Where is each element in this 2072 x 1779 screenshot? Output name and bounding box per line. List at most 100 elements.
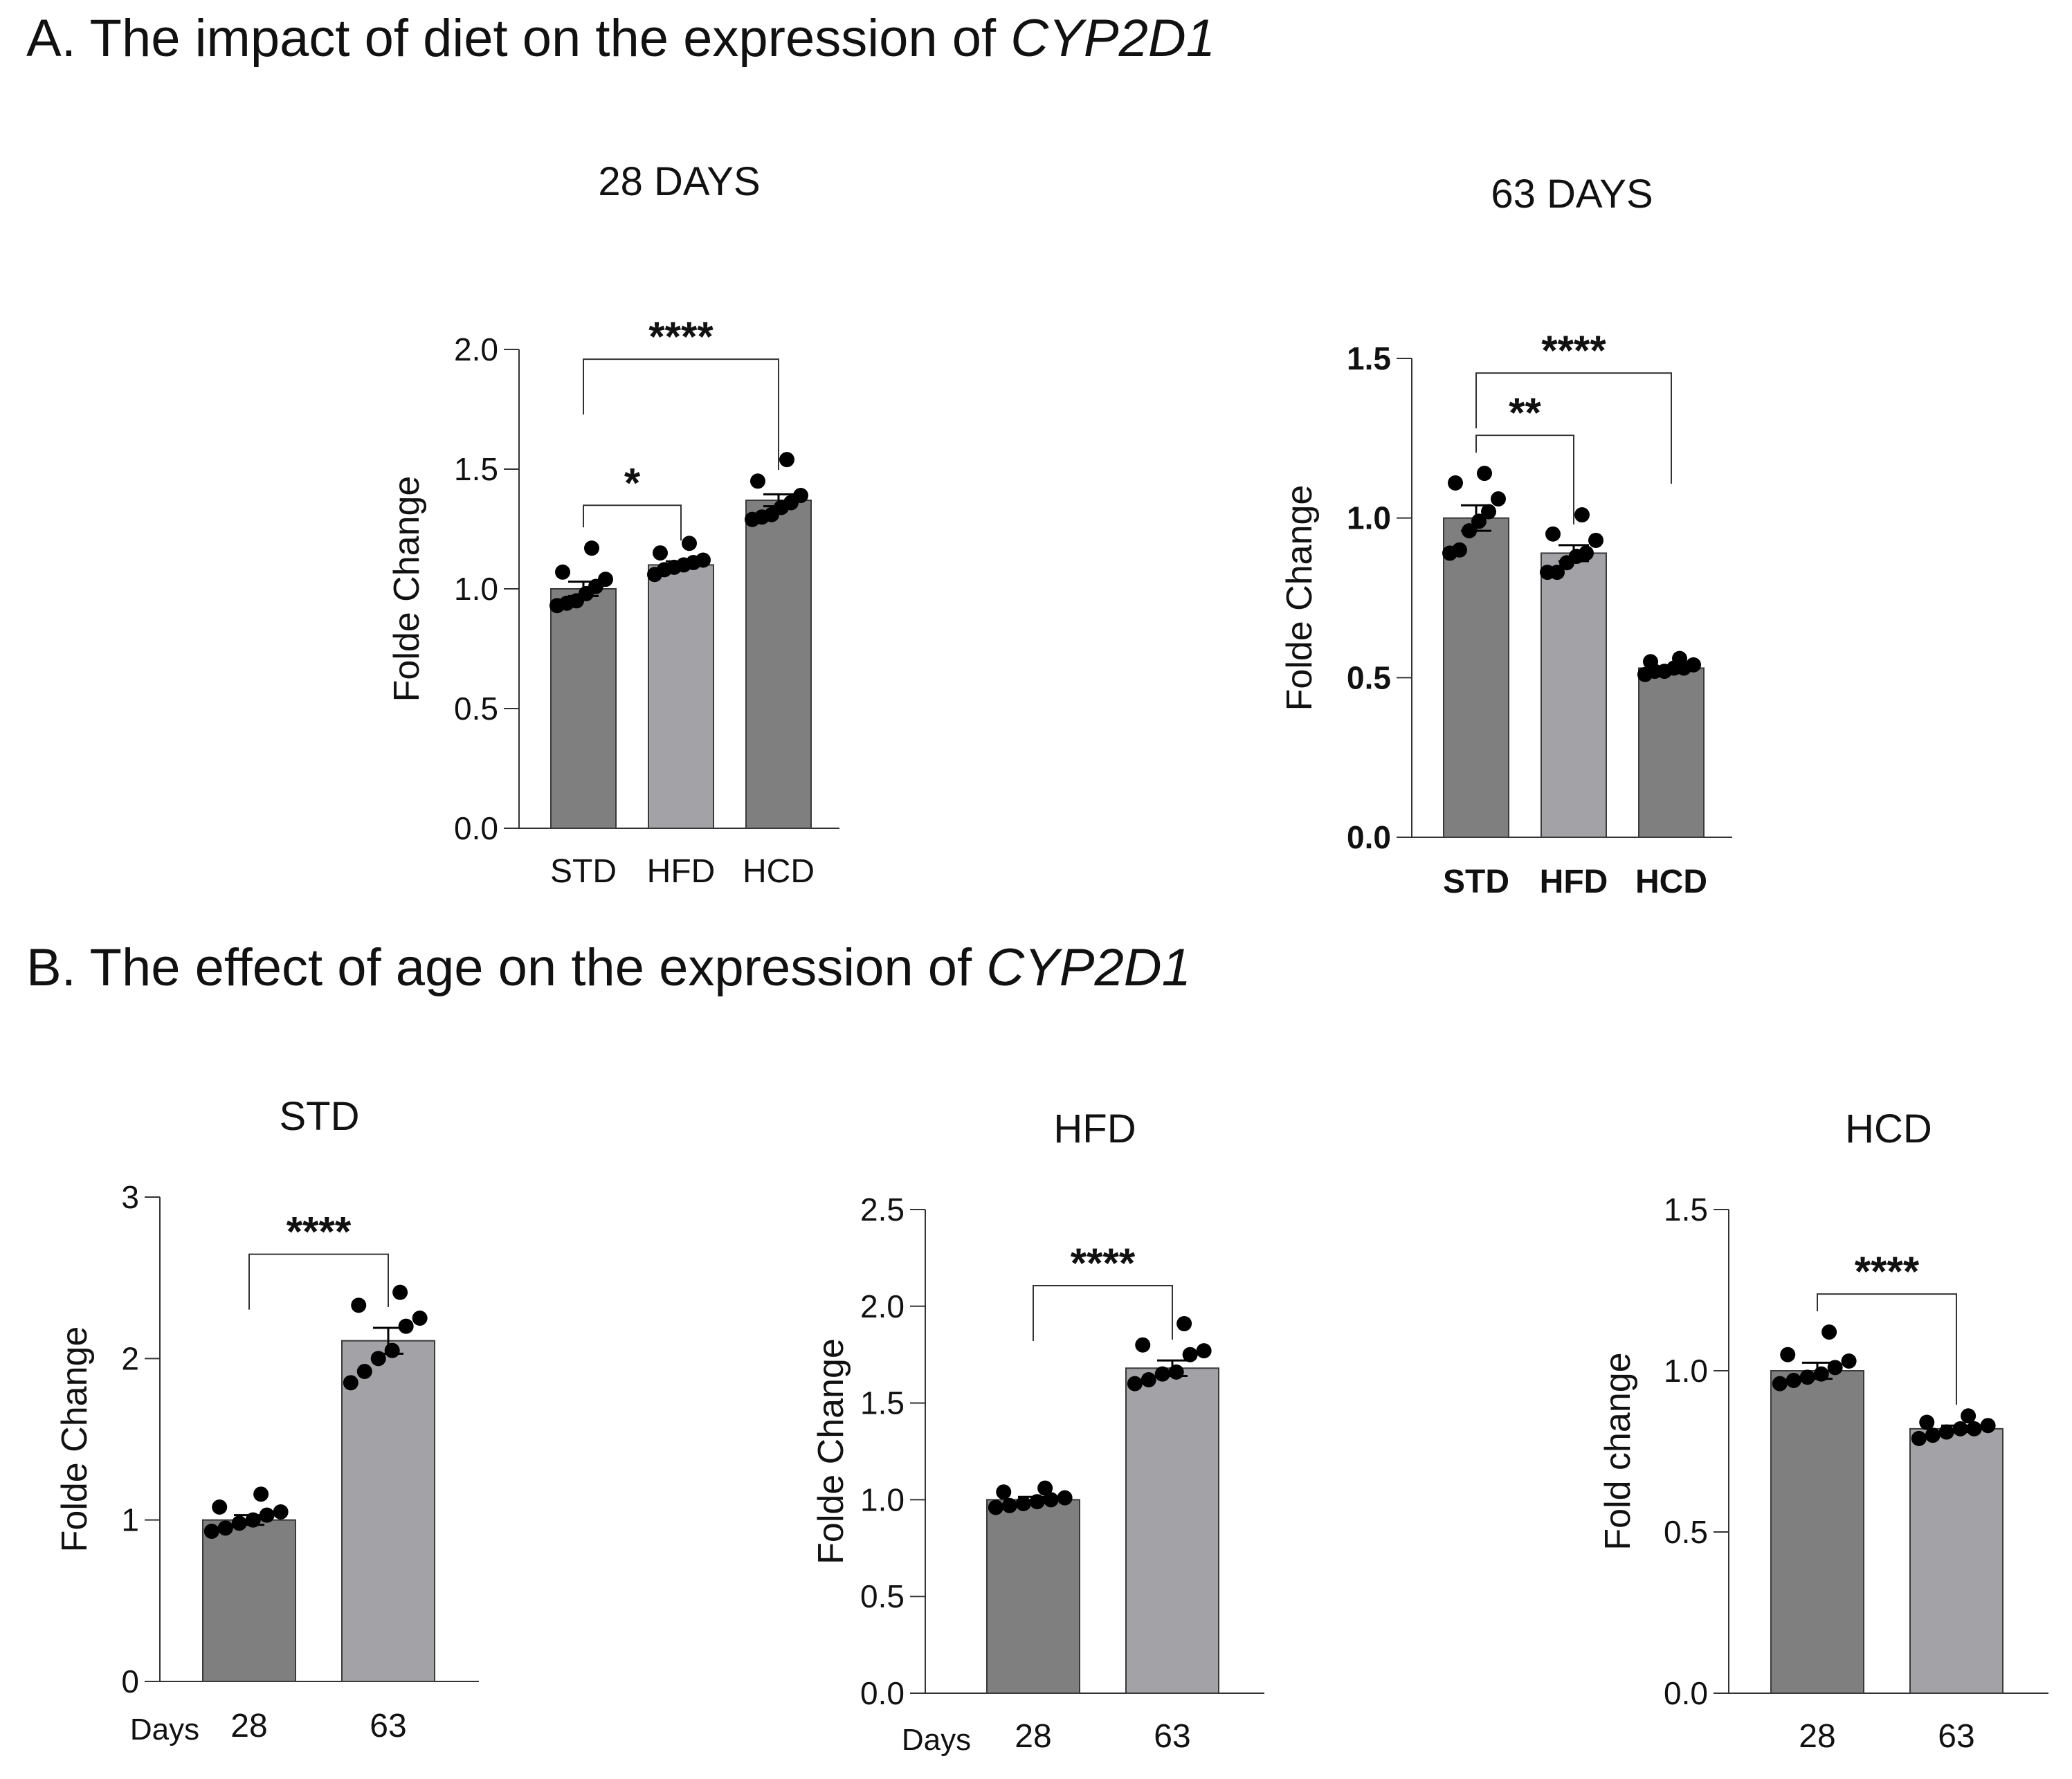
chart-a1-ylabel: Folde Change bbox=[387, 476, 427, 702]
chart-b2-title: HFD bbox=[1053, 1106, 1136, 1151]
chart-b2-ylabel: Folde Change bbox=[811, 1338, 851, 1564]
chart-b1-ytick-label: 1 bbox=[121, 1502, 139, 1538]
chart-b3-point bbox=[1911, 1430, 1927, 1446]
chart-b3-category-28: 28 bbox=[1799, 1718, 1835, 1755]
chart-b1-point bbox=[351, 1297, 367, 1313]
chart-b1-bracket bbox=[248, 1253, 389, 1310]
section-a-gene: CYP2D1 bbox=[1010, 9, 1215, 68]
chart-a1-point bbox=[682, 536, 697, 551]
chart-a2-bar-hcd bbox=[1638, 667, 1705, 839]
chart-b2-ytick-label: 2.5 bbox=[860, 1192, 905, 1228]
chart-a2-point bbox=[1588, 532, 1603, 548]
chart-b1-point bbox=[231, 1515, 247, 1531]
chart-b1-point bbox=[212, 1499, 228, 1515]
chart-b3-point bbox=[1919, 1414, 1935, 1430]
chart-b1-point bbox=[370, 1351, 386, 1367]
chart-b2-point bbox=[1182, 1347, 1198, 1362]
chart-b2-category-28: 28 bbox=[1015, 1718, 1051, 1755]
chart-b1-bar-28 bbox=[202, 1519, 296, 1683]
chart-b2-point bbox=[1037, 1480, 1053, 1496]
chart-a2-point bbox=[1643, 654, 1658, 670]
chart-b1-point bbox=[245, 1512, 261, 1528]
chart-a1-point bbox=[779, 452, 794, 468]
chart-a2-point bbox=[1686, 657, 1701, 673]
chart-a2-point bbox=[1462, 523, 1477, 539]
chart-a2: 63 DAYS Folde Change 0.0 0.5 1.0 1.5 STD HFD HCD… bbox=[1280, 172, 1732, 900]
chart-b3-point bbox=[1938, 1424, 1954, 1440]
chart-b1-bar-63 bbox=[341, 1340, 435, 1682]
chart-b3-point bbox=[1925, 1427, 1941, 1443]
chart-b1-ytick-label: 2 bbox=[121, 1340, 139, 1376]
chart-a1-point bbox=[696, 552, 711, 568]
chart-b3-point bbox=[1980, 1418, 1996, 1434]
chart-b3-ytick-label: 1.0 bbox=[1664, 1353, 1708, 1389]
chart-a1-category-hfd: HFD bbox=[647, 853, 716, 890]
chart-b2-bar-63 bbox=[1125, 1367, 1219, 1694]
chart-a1-significance-label: * bbox=[624, 459, 641, 506]
chart-b3-point bbox=[1952, 1421, 1968, 1436]
chart-b3-point bbox=[1966, 1421, 1982, 1436]
chart-b2-point bbox=[1140, 1372, 1156, 1388]
chart-b2-point bbox=[1029, 1494, 1045, 1510]
chart-b2-ytick-label: 2.0 bbox=[860, 1288, 905, 1324]
chart-b3-bar-28 bbox=[1770, 1370, 1864, 1694]
chart-b1-point bbox=[384, 1342, 400, 1358]
chart-a2-significance-label: **** bbox=[1541, 327, 1606, 374]
chart-a1-bracket bbox=[583, 358, 779, 471]
chart-a1-point bbox=[653, 545, 668, 561]
chart-b3-ylabel: Fold change bbox=[1598, 1352, 1638, 1550]
chart-b3-bar-63 bbox=[1909, 1427, 2003, 1694]
chart-a2-point bbox=[1481, 504, 1496, 520]
chart-a2-point bbox=[1477, 466, 1492, 482]
chart-b1-point bbox=[343, 1375, 358, 1391]
chart-b2-bracket bbox=[1033, 1284, 1173, 1341]
chart-a2-title: 63 DAYS bbox=[1491, 172, 1653, 217]
chart-a1-bar-std bbox=[550, 588, 617, 829]
chart-b2-point bbox=[1135, 1337, 1151, 1353]
chart-b3-point bbox=[1827, 1360, 1843, 1376]
chart-b3-point bbox=[1961, 1408, 1976, 1424]
chart-b3-point bbox=[1821, 1324, 1837, 1340]
chart-a2-bracket bbox=[1475, 435, 1574, 524]
chart-a1-ytick-label: 0.0 bbox=[454, 810, 498, 846]
chart-b2-point bbox=[1057, 1490, 1073, 1506]
chart-b3-point bbox=[1785, 1372, 1801, 1388]
chart-a1-bar-hcd bbox=[745, 499, 812, 829]
chart-b2-point bbox=[1196, 1343, 1212, 1359]
chart-a2-point bbox=[1448, 475, 1463, 491]
section-b-gene: CYP2D1 bbox=[986, 938, 1191, 997]
chart-b2-bar-28 bbox=[986, 1499, 1080, 1694]
chart-a2-point bbox=[1579, 545, 1594, 561]
chart-a1-point bbox=[555, 564, 570, 580]
chart-a1-title: 28 DAYS bbox=[598, 159, 760, 204]
chart-b2-significance-label: **** bbox=[1071, 1240, 1136, 1286]
chart-b3-bracket bbox=[1817, 1293, 1957, 1405]
chart-b3-point bbox=[1772, 1376, 1788, 1392]
chart-a1-point bbox=[793, 488, 808, 504]
chart-b3-ytick-label: 0.0 bbox=[1664, 1675, 1708, 1711]
chart-a2-point bbox=[1452, 542, 1467, 558]
chart-b1-point bbox=[398, 1318, 414, 1334]
chart-a2-point bbox=[1545, 526, 1561, 542]
chart-a2-category-hfd: HFD bbox=[1540, 864, 1608, 900]
chart-a2-point bbox=[1574, 507, 1590, 523]
chart-b2-xlabel: Days bbox=[902, 1723, 971, 1757]
chart-b1-ytick-label: 0 bbox=[121, 1663, 139, 1699]
chart-b3-title: HCD bbox=[1845, 1106, 1932, 1151]
chart-a1-point bbox=[750, 473, 765, 489]
chart-a2-category-std: STD bbox=[1443, 864, 1509, 900]
chart-b1-title: STD bbox=[280, 1094, 360, 1139]
chart-b3-ytick-label: 0.5 bbox=[1664, 1514, 1708, 1550]
chart-b1-ytick-label: 3 bbox=[121, 1179, 139, 1215]
chart-b1-category-28: 28 bbox=[230, 1708, 267, 1744]
chart-b1: STD Folde Change 0 1 2 3 28 63 Days **** bbox=[55, 1094, 479, 1746]
section-a-heading: A. The impact of diet on the expression … bbox=[26, 8, 1215, 69]
chart-b2: HFD Folde Change 0.0 0.5 1.0 1.5 2.0 2.5 28 63 Day… bbox=[811, 1106, 1264, 1757]
chart-b2-point bbox=[996, 1484, 1012, 1500]
chart-b1-point bbox=[356, 1364, 372, 1379]
chart-b2-category-63: 63 bbox=[1154, 1718, 1190, 1755]
chart-b2-point bbox=[1127, 1376, 1143, 1392]
chart-b1-point bbox=[412, 1311, 428, 1326]
chart-b3-point bbox=[1780, 1347, 1796, 1362]
